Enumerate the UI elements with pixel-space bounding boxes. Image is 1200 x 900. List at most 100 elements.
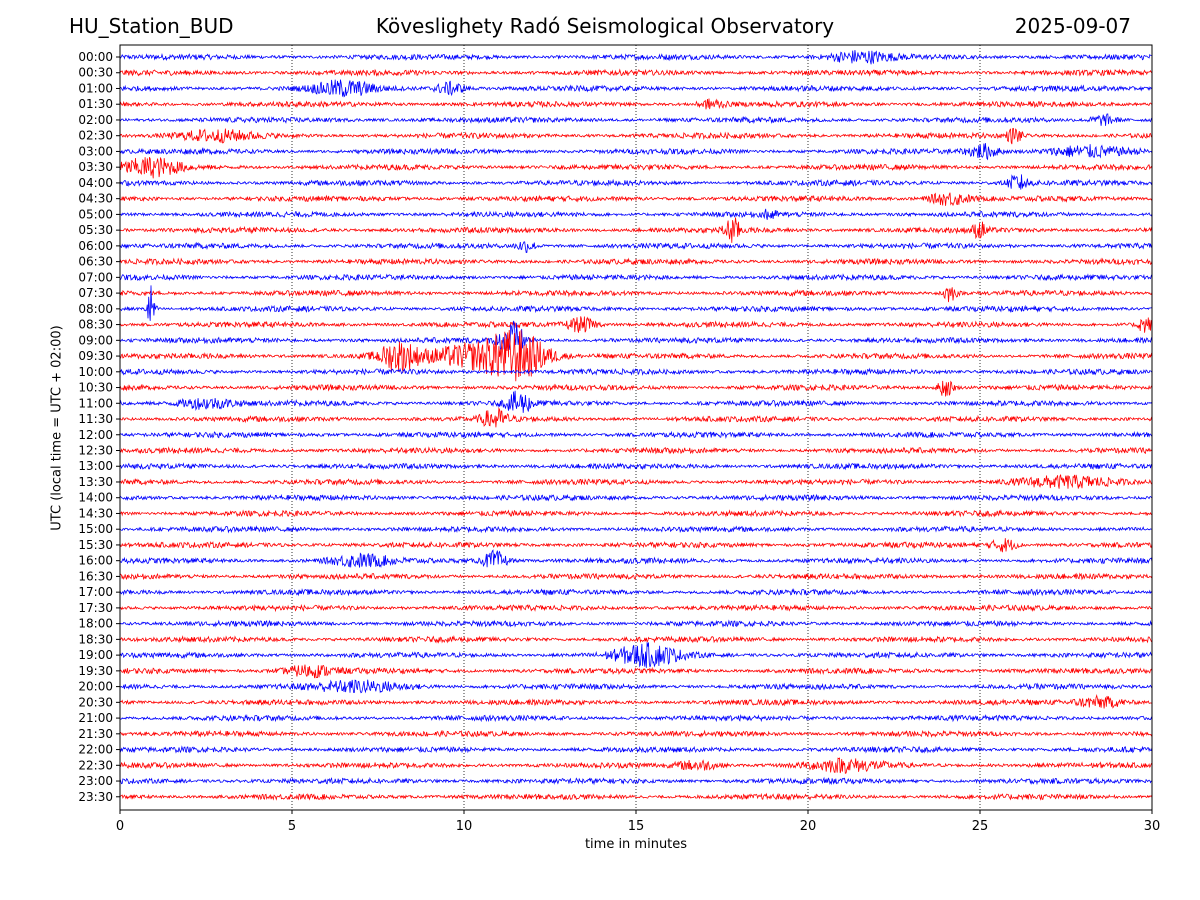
row-label-0430: 04:30 — [78, 192, 113, 206]
row-label-1800: 18:00 — [78, 617, 113, 631]
row-label-2230: 22:30 — [78, 758, 113, 772]
trace-1430 — [119, 509, 1153, 518]
row-label-0300: 03:00 — [78, 144, 113, 158]
row-label-1300: 13:00 — [78, 459, 113, 473]
row-label-1400: 14:00 — [78, 491, 113, 505]
x-tick-label-20: 20 — [800, 819, 817, 834]
trace-1530 — [119, 538, 1153, 553]
row-label-1200: 12:00 — [78, 428, 113, 442]
trace-1600 — [119, 549, 1153, 568]
row-label-0630: 06:30 — [78, 255, 113, 269]
station-title: HU_Station_BUD — [69, 14, 234, 38]
row-label-1830: 18:30 — [78, 632, 113, 646]
x-tick-label-15: 15 — [628, 819, 645, 834]
trace-1330 — [119, 474, 1153, 489]
row-label-0000: 00:00 — [78, 50, 113, 64]
trace-1730 — [119, 603, 1153, 613]
trace-1830 — [119, 635, 1153, 644]
row-label-0400: 04:00 — [78, 176, 113, 190]
trace-2300 — [119, 776, 1153, 786]
row-label-0330: 03:30 — [78, 160, 113, 174]
row-label-0230: 02:30 — [78, 129, 113, 143]
x-axis-label: time in minutes — [584, 837, 688, 852]
trace-1400 — [119, 493, 1153, 502]
row-label-1630: 16:30 — [78, 569, 113, 583]
row-label-1500: 15:00 — [78, 522, 113, 536]
row-label-0900: 09:00 — [78, 333, 113, 347]
row-label-1430: 14:30 — [78, 506, 113, 520]
trace-0730 — [119, 287, 1153, 303]
trace-1500 — [119, 525, 1153, 534]
trace-0500 — [119, 208, 1153, 220]
trace-1900 — [119, 642, 1153, 668]
observatory-title: Köveslighety Radó Seismological Observat… — [375, 14, 835, 38]
trace-0400 — [119, 174, 1153, 190]
trace-0800 — [119, 285, 1153, 321]
row-label-1030: 10:30 — [78, 381, 113, 395]
row-label-2130: 21:30 — [78, 727, 113, 741]
date-title: 2025-09-07 — [1014, 14, 1131, 38]
trace-0930 — [119, 329, 1153, 382]
row-label-2030: 20:30 — [78, 695, 113, 709]
row-label-0800: 08:00 — [78, 302, 113, 316]
row-label-1130: 11:30 — [78, 412, 113, 426]
row-label-0930: 09:30 — [78, 349, 113, 363]
y-axis-label: UTC (local time = UTC + 02:00) — [49, 325, 65, 531]
trace-2330 — [119, 792, 1153, 801]
row-label-2200: 22:00 — [78, 743, 113, 757]
row-label-2330: 23:30 — [78, 790, 113, 804]
row-label-0830: 08:30 — [78, 318, 113, 332]
trace-1200 — [119, 430, 1153, 439]
trace-0630 — [119, 257, 1153, 266]
row-label-1600: 16:00 — [78, 554, 113, 568]
trace-0030 — [119, 68, 1153, 77]
trace-1700 — [119, 588, 1153, 597]
row-label-1900: 19:00 — [78, 648, 113, 662]
trace-1630 — [119, 572, 1153, 581]
row-label-0200: 02:00 — [78, 113, 113, 127]
trace-0600 — [119, 241, 1153, 253]
trace-2130 — [119, 729, 1153, 739]
trace-1130 — [119, 406, 1153, 428]
row-label-0100: 01:00 — [78, 81, 113, 95]
x-tick-label-0: 0 — [116, 819, 124, 834]
trace-0830 — [119, 316, 1153, 333]
trace-1300 — [120, 462, 1153, 471]
trace-0000 — [119, 50, 1152, 65]
row-label-0030: 00:30 — [78, 66, 113, 80]
row-label-1700: 17:00 — [78, 585, 113, 599]
trace-1230 — [119, 446, 1153, 455]
row-label-1530: 15:30 — [78, 538, 113, 552]
row-label-0600: 06:00 — [78, 239, 113, 253]
x-tick-label-10: 10 — [456, 819, 473, 834]
trace-1000 — [119, 367, 1153, 376]
trace-2100 — [119, 714, 1153, 723]
row-label-0530: 05:30 — [78, 223, 113, 237]
trace-0300 — [119, 143, 1153, 161]
row-label-0130: 01:30 — [78, 97, 113, 111]
trace-2030 — [119, 693, 1153, 709]
trace-0430 — [119, 192, 1153, 207]
row-label-0700: 07:00 — [78, 270, 113, 284]
x-tick-label-5: 5 — [288, 819, 296, 834]
x-tick-label-30: 30 — [1144, 819, 1161, 834]
row-label-1930: 19:30 — [78, 664, 113, 678]
trace-1100 — [119, 390, 1153, 413]
trace-0130 — [119, 98, 1153, 110]
row-label-1330: 13:30 — [78, 475, 113, 489]
row-label-2100: 21:00 — [78, 711, 113, 725]
row-label-2000: 20:00 — [78, 680, 113, 694]
row-label-1730: 17:30 — [78, 601, 113, 615]
row-label-2300: 23:00 — [78, 774, 113, 788]
trace-0900 — [119, 320, 1153, 351]
row-label-0730: 07:30 — [78, 286, 113, 300]
trace-0330 — [119, 157, 1153, 179]
trace-0100 — [119, 79, 1153, 98]
trace-0200 — [119, 113, 1153, 126]
trace-1030 — [119, 380, 1153, 397]
trace-1800 — [119, 619, 1153, 628]
trace-1930 — [119, 664, 1153, 679]
trace-0530 — [119, 217, 1153, 243]
row-label-1100: 11:00 — [78, 396, 113, 410]
